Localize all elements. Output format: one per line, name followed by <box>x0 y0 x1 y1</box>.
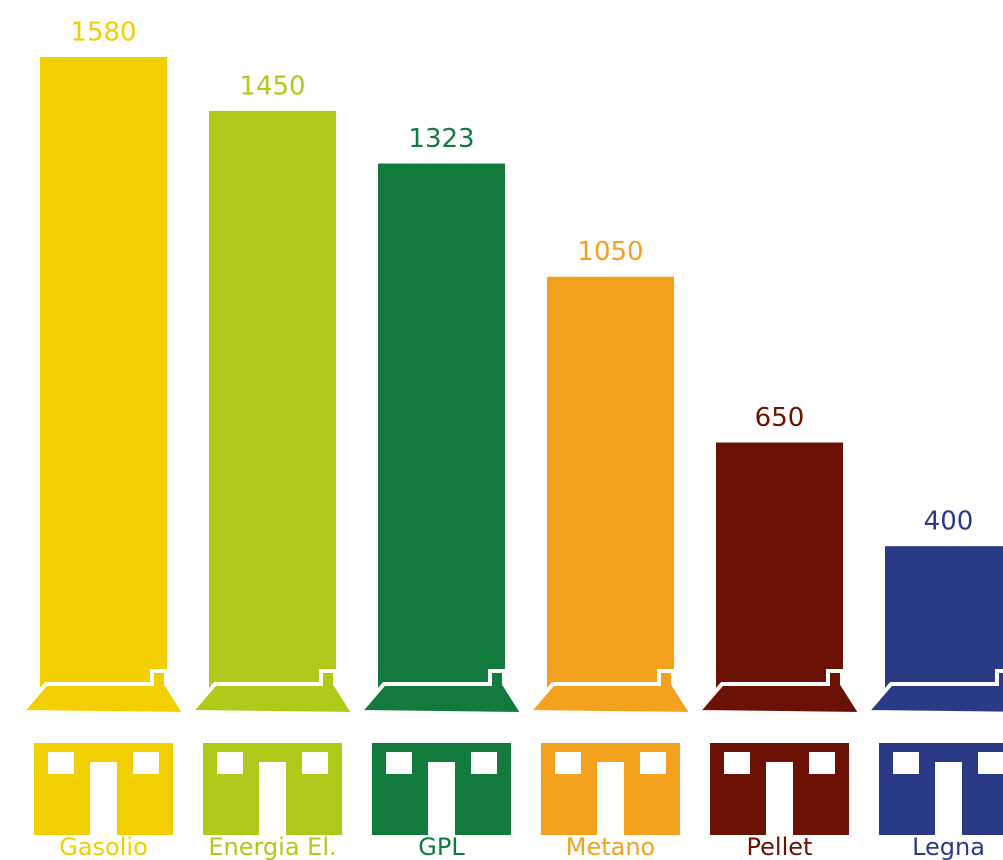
house-roof <box>355 669 527 717</box>
house-door <box>259 762 286 835</box>
house-window <box>893 752 919 774</box>
house-window <box>555 752 581 774</box>
bar <box>378 163 505 712</box>
house-door <box>90 762 117 835</box>
house-roof <box>693 669 865 717</box>
house-door <box>935 762 962 835</box>
house-door <box>766 762 793 835</box>
house-roof <box>524 669 696 717</box>
value-label: 1050 <box>577 237 643 267</box>
category-label: Energia El. <box>208 833 336 860</box>
house-window <box>640 752 666 774</box>
house-window <box>724 752 750 774</box>
value-label: 650 <box>755 403 805 433</box>
house-window <box>48 752 74 774</box>
value-label: 1323 <box>408 124 474 154</box>
house-roof <box>17 669 189 717</box>
house-roof <box>186 669 358 717</box>
house-roof <box>862 669 1003 716</box>
bar <box>209 110 336 713</box>
house-window <box>386 752 412 774</box>
category-label: Pellet <box>747 833 813 860</box>
bar <box>716 442 843 712</box>
house-window <box>471 752 497 774</box>
house-door <box>597 762 624 835</box>
house-door <box>428 762 455 835</box>
bar <box>40 57 167 712</box>
category-label: Metano <box>566 833 655 860</box>
value-label: 400 <box>924 507 974 537</box>
category-label: GPL <box>418 833 465 860</box>
category-label: Legna <box>912 833 985 860</box>
bar <box>547 276 674 712</box>
house-window <box>809 752 835 774</box>
house-window <box>302 752 328 774</box>
value-label: 1580 <box>70 18 136 48</box>
house-window <box>978 752 1003 774</box>
category-label: Gasolio <box>59 833 148 860</box>
value-label: 1450 <box>239 71 305 101</box>
house-window <box>133 752 159 774</box>
house-window <box>217 752 243 774</box>
